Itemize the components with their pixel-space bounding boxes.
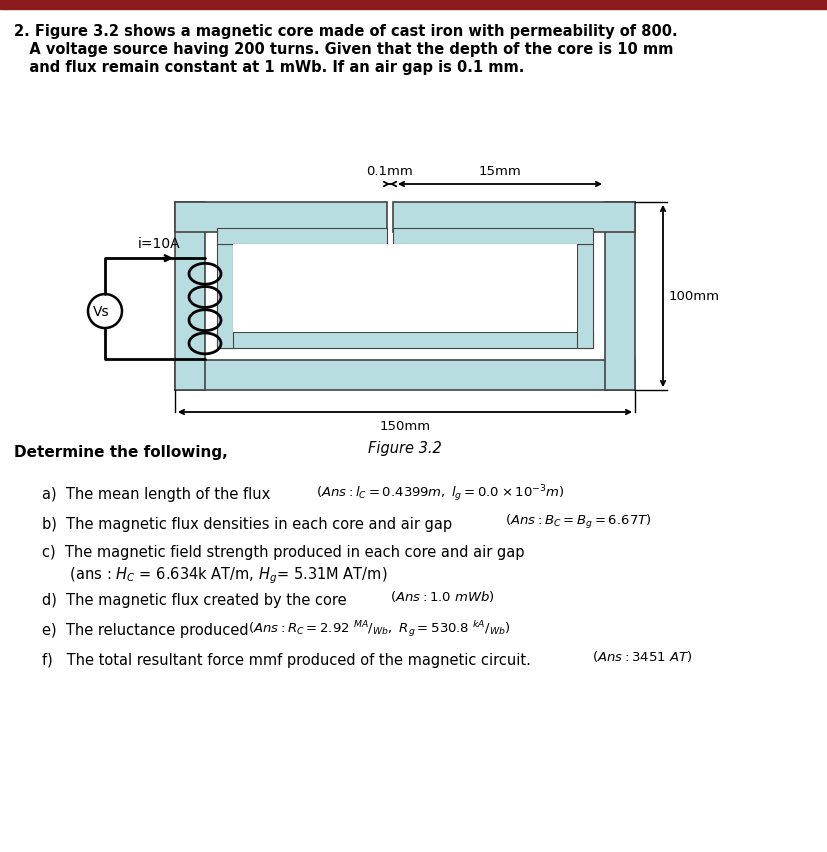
- Bar: [605, 203, 634, 390]
- Bar: [0, 0, 827, 10]
- Bar: [174, 203, 205, 390]
- Bar: [393, 203, 634, 233]
- Text: Vs: Vs: [93, 305, 109, 319]
- Text: c)  The magnetic field strength produced in each core and air gap: c) The magnetic field strength produced …: [42, 544, 523, 560]
- Bar: [393, 228, 592, 245]
- Text: A voltage source having 200 turns. Given that the depth of the core is 10 mm: A voltage source having 200 turns. Given…: [14, 42, 672, 57]
- Text: $(Ans: R_C = 2.92\ ^{MA}/_{Wb},\ R_g = 530.8\ ^{kA}/_{Wb})$: $(Ans: R_C = 2.92\ ^{MA}/_{Wb},\ R_g = 5…: [248, 619, 510, 638]
- Text: b)  The magnetic flux densities in each core and air gap: b) The magnetic flux densities in each c…: [42, 516, 452, 532]
- Text: and flux remain constant at 1 mWb. If an air gap is 0.1 mm.: and flux remain constant at 1 mWb. If an…: [14, 60, 523, 75]
- Text: 2. Figure 3.2 shows a magnetic core made of cast iron with permeability of 800.: 2. Figure 3.2 shows a magnetic core made…: [14, 24, 676, 39]
- Text: $(Ans:l_C = 0.4399m,\ l_g = 0.0\times10^{-3}m)$: $(Ans:l_C = 0.4399m,\ l_g = 0.0\times10^…: [316, 482, 564, 503]
- Text: $(Ans: B_C = B_g = 6.67T)$: $(Ans: B_C = B_g = 6.67T)$: [504, 512, 651, 531]
- Text: d)  The magnetic flux created by the core: d) The magnetic flux created by the core: [42, 592, 347, 607]
- Text: 0.1mm: 0.1mm: [366, 164, 413, 178]
- Text: i=10A: i=10A: [138, 237, 180, 250]
- Text: f)   The total resultant force mmf produced of the magnetic circuit.: f) The total resultant force mmf produce…: [42, 653, 530, 667]
- Text: 150mm: 150mm: [379, 419, 430, 433]
- Bar: [174, 203, 386, 233]
- Bar: [217, 245, 232, 348]
- Bar: [217, 228, 386, 245]
- Text: Determine the following,: Determine the following,: [14, 445, 227, 459]
- Text: $(Ans:3451\ AT)$: $(Ans:3451\ AT)$: [591, 648, 691, 663]
- Text: (ans : $H_C$ = 6.634k AT/m, $H_g$= 5.31M AT/m): (ans : $H_C$ = 6.634k AT/m, $H_g$= 5.31M…: [42, 564, 387, 585]
- Bar: [232, 245, 576, 332]
- Text: Figure 3.2: Figure 3.2: [368, 440, 442, 456]
- Text: 15mm: 15mm: [478, 164, 521, 178]
- Text: e)  The reluctance produced: e) The reluctance produced: [42, 622, 248, 637]
- Text: 100mm: 100mm: [668, 291, 719, 303]
- Bar: [576, 245, 592, 348]
- Bar: [174, 360, 634, 390]
- Text: a)  The mean length of the flux: a) The mean length of the flux: [42, 486, 270, 502]
- Text: $(Ans:1.0\ mWb)$: $(Ans:1.0\ mWb)$: [390, 589, 495, 603]
- Bar: [217, 332, 592, 348]
